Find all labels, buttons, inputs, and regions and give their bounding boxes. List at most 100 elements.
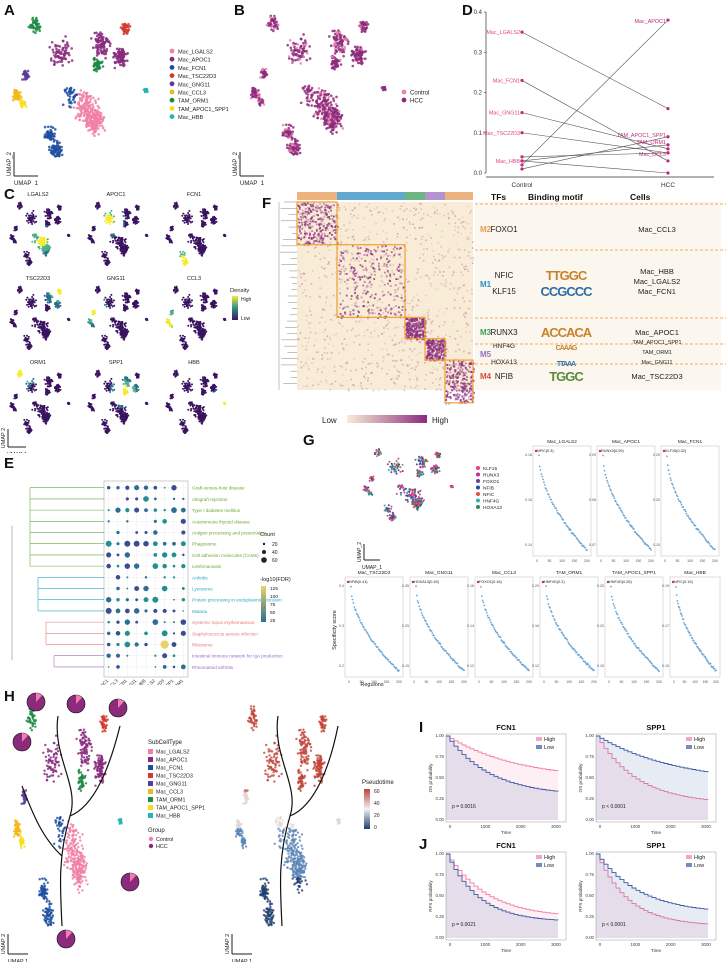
umap-cell <box>336 122 339 125</box>
umap-cell <box>56 149 60 152</box>
density-cell <box>183 221 186 224</box>
umap-cell <box>79 89 83 92</box>
umap-cell <box>304 92 308 95</box>
umap-cell <box>293 45 296 49</box>
density-cell <box>136 207 139 210</box>
density-cell <box>42 336 45 339</box>
density-cell <box>182 303 184 306</box>
umap-cell <box>383 87 386 90</box>
series-label-left: Mac_TSC22D3 <box>483 131 520 137</box>
umap-cell <box>52 144 55 147</box>
density-cell <box>37 330 40 332</box>
legend-swatch-control <box>401 89 407 95</box>
density-cell <box>107 298 110 301</box>
umap-cell <box>323 90 326 94</box>
umap-cell <box>362 23 366 27</box>
density-cell <box>185 298 188 301</box>
umap-cell <box>54 43 57 47</box>
density-cell <box>19 204 22 207</box>
umap-cell <box>93 130 97 134</box>
density-cell <box>211 218 214 221</box>
umap-cell <box>306 103 309 106</box>
density-cell <box>59 304 62 307</box>
density-cell <box>112 241 114 244</box>
density-cell <box>181 343 184 346</box>
density-cell <box>39 325 42 328</box>
series-point <box>520 30 524 34</box>
umap-cell <box>93 134 96 137</box>
density-cell <box>185 214 188 217</box>
umap-cell <box>52 63 56 66</box>
umap-cell <box>34 31 37 35</box>
density-cell <box>39 410 42 413</box>
density-cell <box>129 212 132 215</box>
umap-cell <box>270 28 273 31</box>
umap-cell <box>100 35 104 39</box>
density-cell <box>32 234 35 237</box>
density-cell <box>126 211 129 214</box>
density-cell <box>173 286 176 289</box>
umap-cell <box>98 111 101 114</box>
umap-cell <box>60 60 64 63</box>
density-cell <box>198 336 201 339</box>
umap-cell <box>53 135 56 138</box>
density-cell <box>27 387 30 390</box>
umap-cell <box>119 60 123 63</box>
density-cell <box>173 202 176 205</box>
density-cell <box>215 289 217 292</box>
umap-cell <box>321 103 325 107</box>
umap-cell <box>286 129 289 133</box>
density-cell <box>27 389 30 392</box>
density-cell <box>192 239 195 242</box>
density-cell <box>186 219 189 222</box>
density-cell <box>192 237 194 240</box>
umap-cell <box>119 53 122 57</box>
density-cell <box>51 296 54 299</box>
legend-label-control: Control <box>410 91 429 97</box>
umap-cell <box>360 48 363 51</box>
umap-cell <box>97 51 100 55</box>
density-plot-fcn1 <box>165 201 227 267</box>
series-point <box>520 131 524 135</box>
umap-cell <box>55 47 58 51</box>
umap-cell <box>315 100 318 104</box>
density-cell <box>26 380 29 383</box>
density-cell <box>109 302 112 305</box>
umap-cell <box>361 61 364 65</box>
density-cell <box>199 236 202 239</box>
umap-cell <box>253 90 257 93</box>
density-cell <box>200 332 203 335</box>
density-cell <box>120 244 123 247</box>
density-cell <box>26 250 28 253</box>
density-cell <box>184 345 187 348</box>
umap-cell <box>298 151 302 155</box>
density-cell <box>31 296 34 298</box>
density-cell <box>30 303 33 306</box>
density-cell <box>44 414 47 417</box>
density-cell <box>39 239 42 242</box>
umap-cell <box>308 45 311 48</box>
umap-cell <box>93 64 96 67</box>
density-cell <box>28 341 31 344</box>
umap-cell <box>318 106 322 109</box>
density-cell <box>97 290 100 293</box>
umap-cell <box>97 106 101 110</box>
umap-cell <box>117 61 121 64</box>
umap-cell <box>330 112 334 116</box>
density-cell <box>32 384 35 387</box>
umap-cell <box>306 87 309 91</box>
legend-swatch-mac_lgals2 <box>169 48 175 54</box>
umap-cell <box>310 94 314 98</box>
density-cell <box>202 296 205 299</box>
density-cell <box>186 303 189 306</box>
legend-label-mac_hbb: Mac_HBB <box>178 115 203 121</box>
umap-cell <box>92 114 96 118</box>
umap-cell <box>333 109 336 113</box>
umap-cell <box>87 101 91 104</box>
density-cell <box>183 251 186 254</box>
density-cell <box>112 239 115 242</box>
umap-cell <box>102 48 106 52</box>
density-cell <box>200 251 203 254</box>
umap-cell <box>107 40 110 44</box>
umap-cell <box>92 120 95 124</box>
